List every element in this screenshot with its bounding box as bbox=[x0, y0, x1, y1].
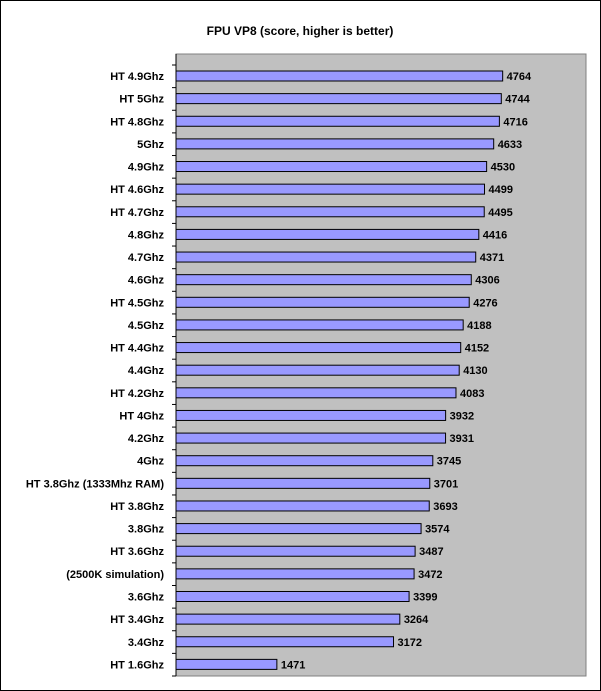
category-label: HT 4.8Ghz bbox=[110, 116, 164, 128]
value-label: 3472 bbox=[418, 569, 442, 581]
bar bbox=[175, 613, 401, 625]
bar bbox=[175, 500, 430, 512]
bar bbox=[175, 364, 460, 376]
bars-layer: HT 4.9Ghz 4764 HT 5Ghz 4744 HT 4.8Ghz 4716 5Gh… bbox=[26, 54, 532, 677]
category-label: 4.2Ghz bbox=[128, 433, 165, 445]
category-label: 4.7Ghz bbox=[128, 252, 165, 264]
value-label: 4371 bbox=[480, 252, 504, 264]
bar bbox=[175, 658, 278, 670]
value-label: 4530 bbox=[491, 162, 515, 174]
value-label: 1471 bbox=[281, 659, 305, 671]
value-label: 4416 bbox=[483, 229, 507, 241]
value-label: 3487 bbox=[419, 546, 443, 558]
value-label: 4188 bbox=[467, 320, 491, 332]
category-label: HT 4.9Ghz bbox=[110, 71, 164, 83]
category-label: HT 5Ghz bbox=[119, 94, 164, 106]
bar bbox=[175, 161, 488, 173]
bar bbox=[175, 568, 415, 580]
value-label: 4130 bbox=[463, 365, 487, 377]
bar bbox=[175, 455, 434, 467]
bar bbox=[175, 206, 485, 218]
value-label: 3932 bbox=[450, 410, 474, 422]
category-label: HT 3.4Ghz bbox=[110, 614, 164, 626]
value-label: 3701 bbox=[434, 478, 458, 490]
value-label: 4764 bbox=[507, 71, 532, 83]
chart-title: FPU VP8 (score, higher is better) bbox=[207, 24, 394, 38]
category-label: 3.8Ghz bbox=[128, 524, 165, 536]
value-label: 4744 bbox=[505, 94, 530, 106]
bar bbox=[175, 138, 495, 150]
bar bbox=[175, 523, 422, 535]
bar bbox=[175, 296, 470, 308]
category-label: 3.4Ghz bbox=[128, 637, 165, 649]
value-label: 3399 bbox=[413, 591, 437, 603]
value-label: 3931 bbox=[450, 433, 474, 445]
bar bbox=[175, 115, 500, 127]
bar bbox=[175, 274, 472, 286]
category-label: 4.8Ghz bbox=[128, 229, 165, 241]
category-label: HT 3.8Ghz (1333Mhz RAM) bbox=[26, 478, 164, 490]
category-label: (2500K simulation) bbox=[66, 569, 164, 581]
value-label: 3745 bbox=[437, 456, 461, 468]
category-label: 4.4Ghz bbox=[128, 365, 165, 377]
bar bbox=[175, 409, 447, 421]
value-label: 4276 bbox=[473, 297, 497, 309]
bar bbox=[175, 251, 477, 263]
bar bbox=[175, 342, 462, 354]
value-label: 4633 bbox=[498, 139, 522, 151]
bar bbox=[175, 590, 410, 602]
category-label: 4Ghz bbox=[137, 456, 164, 468]
value-label: 4306 bbox=[475, 275, 499, 287]
category-label: HT 4.4Ghz bbox=[110, 343, 164, 355]
category-label: 3.6Ghz bbox=[128, 591, 165, 603]
bar bbox=[175, 387, 457, 399]
category-label: 4.5Ghz bbox=[128, 320, 165, 332]
bar bbox=[175, 93, 502, 105]
value-label: 3574 bbox=[425, 524, 450, 536]
value-label: 4152 bbox=[465, 343, 489, 355]
bar bbox=[175, 432, 447, 444]
bar bbox=[175, 228, 480, 240]
bar bbox=[175, 70, 504, 82]
category-label: HT 3.6Ghz bbox=[110, 546, 164, 558]
bar bbox=[175, 183, 486, 195]
value-label: 4495 bbox=[488, 207, 512, 219]
value-label: 3264 bbox=[404, 614, 429, 626]
bar bbox=[175, 319, 464, 331]
category-label: 5Ghz bbox=[137, 139, 164, 151]
category-label: HT 1.6Ghz bbox=[110, 659, 164, 671]
bar bbox=[175, 636, 395, 648]
value-label: 3172 bbox=[398, 637, 422, 649]
category-label: HT 3.8Ghz bbox=[110, 501, 164, 513]
category-label: HT 4.7Ghz bbox=[110, 207, 164, 219]
category-label: 4.9Ghz bbox=[128, 162, 165, 174]
category-label: HT 4.6Ghz bbox=[110, 184, 164, 196]
category-label: HT 4Ghz bbox=[119, 410, 164, 422]
bar bbox=[175, 545, 416, 557]
category-label: 4.6Ghz bbox=[128, 275, 165, 287]
value-label: 4499 bbox=[489, 184, 513, 196]
bar bbox=[175, 477, 431, 489]
category-label: HT 4.5Ghz bbox=[110, 297, 164, 309]
value-label: 3693 bbox=[433, 501, 457, 513]
category-label: HT 4.2Ghz bbox=[110, 388, 164, 400]
value-label: 4716 bbox=[503, 116, 527, 128]
value-label: 4083 bbox=[460, 388, 484, 400]
